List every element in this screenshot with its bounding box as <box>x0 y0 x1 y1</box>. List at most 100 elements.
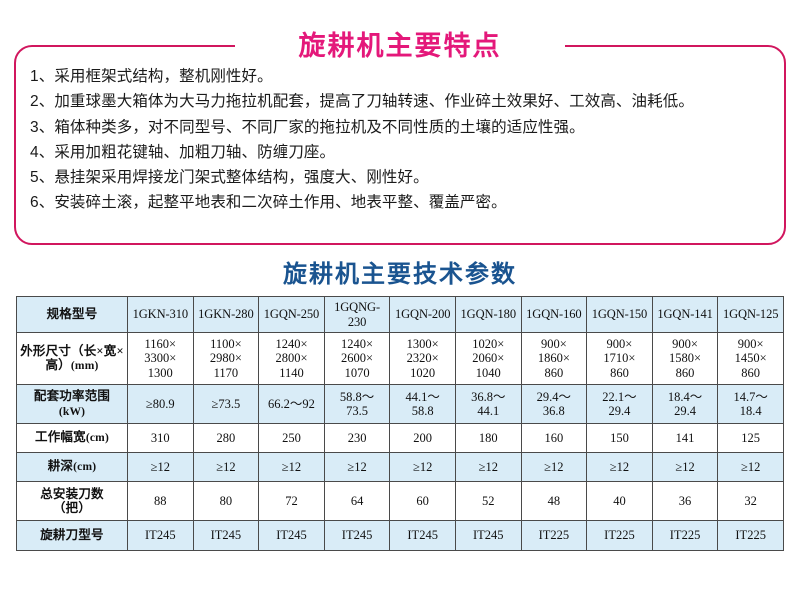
table-cell: 310 <box>127 423 194 453</box>
table-cell: 29.4～ 36.8 <box>520 384 588 424</box>
table-cell: 1GKN-280 <box>192 296 260 333</box>
table-cell: 1GKN-310 <box>127 296 194 333</box>
table-cell: 22.1～ 29.4 <box>586 384 653 424</box>
table-cell: 40 <box>586 481 653 521</box>
row-label-text: 耕深 <box>47 459 74 474</box>
row-label-model: 规格型号 <box>16 296 128 333</box>
table-cell: 1GQN-125 <box>717 296 784 333</box>
table-cell: 58.8～ 73.5 <box>323 384 391 424</box>
table-cell: IT225 <box>651 520 719 551</box>
row-label-text: 外形尺寸（长×宽×高） <box>20 343 124 373</box>
row-label-working-width: 工作幅宽(cm) <box>16 423 128 453</box>
list-item: 3、箱体种类多，对不同型号、不同厂家的拖拉机及不同性质的土壤的适应性强。 <box>30 118 585 136</box>
table-row-working-width: 工作幅宽(cm) 310 280 250 230 200 180 160 150… <box>16 423 784 453</box>
table-cell: ≥12 <box>192 452 260 482</box>
table-cell: ≥80.9 <box>127 384 194 424</box>
table-cell: 900× 1450× 860 <box>717 332 784 385</box>
table-cell: 125 <box>717 423 784 453</box>
table-cell: 1GQN-160 <box>520 296 588 333</box>
table-cell: 72 <box>258 481 325 521</box>
row-label-blade-model: 旋耕刀型号 <box>16 520 128 551</box>
row-label-unit: (cm) <box>85 432 109 445</box>
table-cell: 230 <box>323 423 391 453</box>
table-cell: 1GQN-150 <box>586 296 653 333</box>
row-label-unit: (cm) <box>73 461 97 474</box>
table-row-blade-count: 总安装刀数 （把） 88 80 72 64 60 52 48 40 36 32 <box>16 481 784 521</box>
table-cell: ≥12 <box>586 452 653 482</box>
table-cell: 48 <box>520 481 588 521</box>
table-cell: 60 <box>389 481 456 521</box>
table-cell: 44.1～ 58.8 <box>389 384 456 424</box>
row-label-text: 配套功率范围 <box>33 389 111 403</box>
table-cell: 1240× 2600× 1070 <box>323 332 391 385</box>
list-item: 2、加重球墨大箱体为大马力拖拉机配套，提高了刀轴转速、作业碎土效果好、工效高、油… <box>30 93 694 111</box>
table-cell: 88 <box>127 481 194 521</box>
table-cell: IT245 <box>454 520 522 551</box>
list-item: 6、安装碎土滚，起整平地表和二次碎土作用、地表平整、覆盖严密。 <box>30 194 507 212</box>
list-item: 1、采用框架式结构，整机刚性好。 <box>30 68 273 85</box>
table-cell: 280 <box>192 423 260 453</box>
table-row-power: 配套功率范围 (kW) ≥80.9 ≥73.5 66.2～92 58.8～ 73.… <box>16 384 784 424</box>
table-cell: 64 <box>323 481 391 521</box>
features-list: 1、采用框架式结构，整机刚性好。 2、加重球墨大箱体为大马力拖拉机配套，提高了刀… <box>30 64 780 216</box>
row-label-unit: （把） <box>52 501 92 515</box>
table-cell: ≥73.5 <box>192 384 260 424</box>
table-cell: IT245 <box>192 520 260 551</box>
list-item: 5、悬挂架采用焊接龙门架式整体结构，强度大、刚性好。 <box>30 169 429 187</box>
table-cell: 66.2～92 <box>258 384 325 424</box>
features-title-gap-mask <box>235 30 565 64</box>
row-label-blade-count: 总安装刀数 （把） <box>16 481 128 521</box>
specs-table-wrapper: 规格型号 1GKN-310 1GKN-280 1GQN-250 1GQNG-23… <box>16 296 784 551</box>
table-cell: 1300× 2320× 1020 <box>389 332 456 385</box>
table-cell: 32 <box>717 481 784 521</box>
table-cell: 160 <box>520 423 588 453</box>
table-cell: 150 <box>586 423 653 453</box>
table-cell: ≥12 <box>323 452 391 482</box>
table-cell: 141 <box>651 423 719 453</box>
table-cell: 1240× 2800× 1140 <box>258 332 325 385</box>
table-cell: IT225 <box>520 520 588 551</box>
table-row-blade-model: 旋耕刀型号 IT245 IT245 IT245 IT245 IT245 IT24… <box>16 520 784 551</box>
table-cell: IT245 <box>258 520 325 551</box>
table-cell: ≥12 <box>127 452 194 482</box>
table-cell: 900× 1580× 860 <box>651 332 719 385</box>
table-cell: IT245 <box>127 520 194 551</box>
table-row-tilling-depth: 耕深(cm) ≥12 ≥12 ≥12 ≥12 ≥12 ≥12 ≥12 ≥12 ≥… <box>16 452 784 482</box>
table-cell: 36.8～ 44.1 <box>454 384 522 424</box>
table-cell: 1020× 2060× 1040 <box>454 332 522 385</box>
specs-table: 规格型号 1GKN-310 1GKN-280 1GQN-250 1GQNG-23… <box>16 296 784 551</box>
table-row-model: 规格型号 1GKN-310 1GKN-280 1GQN-250 1GQNG-23… <box>16 296 784 333</box>
table-cell: ≥12 <box>389 452 456 482</box>
table-cell: 900× 1710× 860 <box>586 332 653 385</box>
table-cell: 200 <box>389 423 456 453</box>
table-cell: 1GQN-180 <box>454 296 522 333</box>
table-cell: 1GQN-200 <box>389 296 456 333</box>
specs-title: 旋耕机主要技术参数 <box>283 259 517 288</box>
row-label-power: 配套功率范围 (kW) <box>16 384 128 424</box>
table-cell: 250 <box>258 423 325 453</box>
table-cell: 1GQN-250 <box>258 296 325 333</box>
row-label-text: 工作幅宽 <box>35 430 86 445</box>
table-cell: 900× 1860× 860 <box>520 332 588 385</box>
table-cell: 1GQN-141 <box>651 296 719 333</box>
table-cell: 36 <box>651 481 719 521</box>
table-cell: IT245 <box>323 520 391 551</box>
table-cell: ≥12 <box>651 452 719 482</box>
table-cell: 180 <box>454 423 522 453</box>
table-cell: 1160× 3300× 1300 <box>127 332 194 385</box>
table-cell: ≥12 <box>520 452 588 482</box>
features-title: 旋耕机主要特点 <box>298 31 502 62</box>
table-cell: 14.7～ 18.4 <box>717 384 784 424</box>
list-item: 4、采用加粗花键轴、加粗刀轴、防缠刀座。 <box>30 143 336 161</box>
row-label-unit: (mm) <box>70 360 99 372</box>
table-cell: ≥12 <box>717 452 784 482</box>
row-label-unit: (kW) <box>58 405 86 418</box>
table-cell: IT225 <box>717 520 784 551</box>
table-cell: IT245 <box>389 520 456 551</box>
table-cell: 1GQNG-230 <box>323 296 391 333</box>
table-cell: IT225 <box>586 520 653 551</box>
table-cell: 52 <box>454 481 522 521</box>
row-label-dimensions: 外形尺寸（长×宽×高）(mm) <box>16 332 128 385</box>
table-cell: ≥12 <box>454 452 522 482</box>
table-cell: 80 <box>192 481 260 521</box>
